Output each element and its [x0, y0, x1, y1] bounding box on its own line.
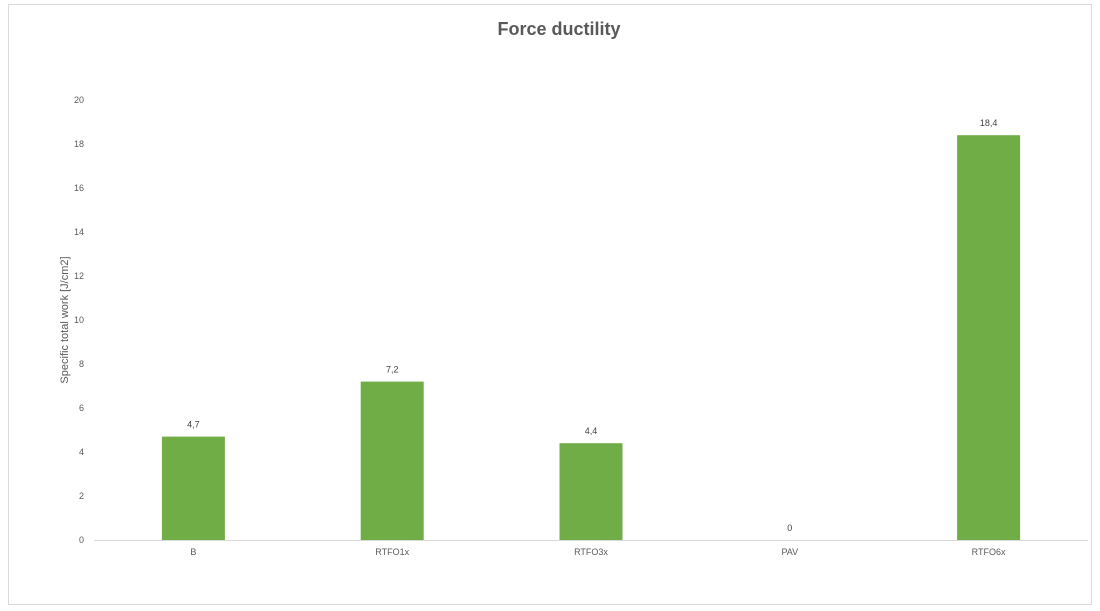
- y-axis-label: Specific total work [J/cm2]: [59, 256, 71, 383]
- y-tick-label: 4: [79, 447, 84, 457]
- y-tick-label: 0: [79, 535, 84, 545]
- y-tick-label: 6: [79, 403, 84, 413]
- chart-title: Force ductility: [497, 19, 620, 39]
- bar-rtfo6x: [957, 135, 1021, 540]
- y-tick-label: 18: [74, 139, 84, 149]
- data-label: 0: [787, 523, 792, 533]
- data-labels: 4,7 7,2 4,4 0 18,4: [187, 118, 997, 533]
- bar-rtfo3x: [559, 443, 623, 540]
- bars: [161, 135, 1021, 540]
- x-tick-label: RTFO1x: [375, 547, 409, 557]
- y-tick-label: 14: [74, 227, 84, 237]
- y-tick-label: 20: [74, 95, 84, 105]
- data-label: 4,7: [187, 420, 200, 430]
- data-label: 7,2: [386, 365, 399, 375]
- y-tick-label: 8: [79, 359, 84, 369]
- x-tick-label: RTFO3x: [574, 547, 608, 557]
- x-tick-label: B: [190, 547, 196, 557]
- y-axis-ticks: 0 2 4 6 8 10 12 14 16 18 20: [74, 95, 84, 545]
- bar-rtfo1x: [360, 381, 424, 540]
- data-label: 18,4: [980, 118, 998, 128]
- x-tick-label: PAV: [781, 547, 798, 557]
- y-tick-label: 16: [74, 183, 84, 193]
- bar-b: [161, 436, 225, 540]
- data-label: 4,4: [585, 426, 598, 436]
- y-tick-label: 12: [74, 271, 84, 281]
- x-axis-ticks: B RTFO1x RTFO3x PAV RTFO6x: [190, 547, 1006, 557]
- y-tick-label: 2: [79, 491, 84, 501]
- x-tick-label: RTFO6x: [972, 547, 1006, 557]
- y-tick-label: 10: [74, 315, 84, 325]
